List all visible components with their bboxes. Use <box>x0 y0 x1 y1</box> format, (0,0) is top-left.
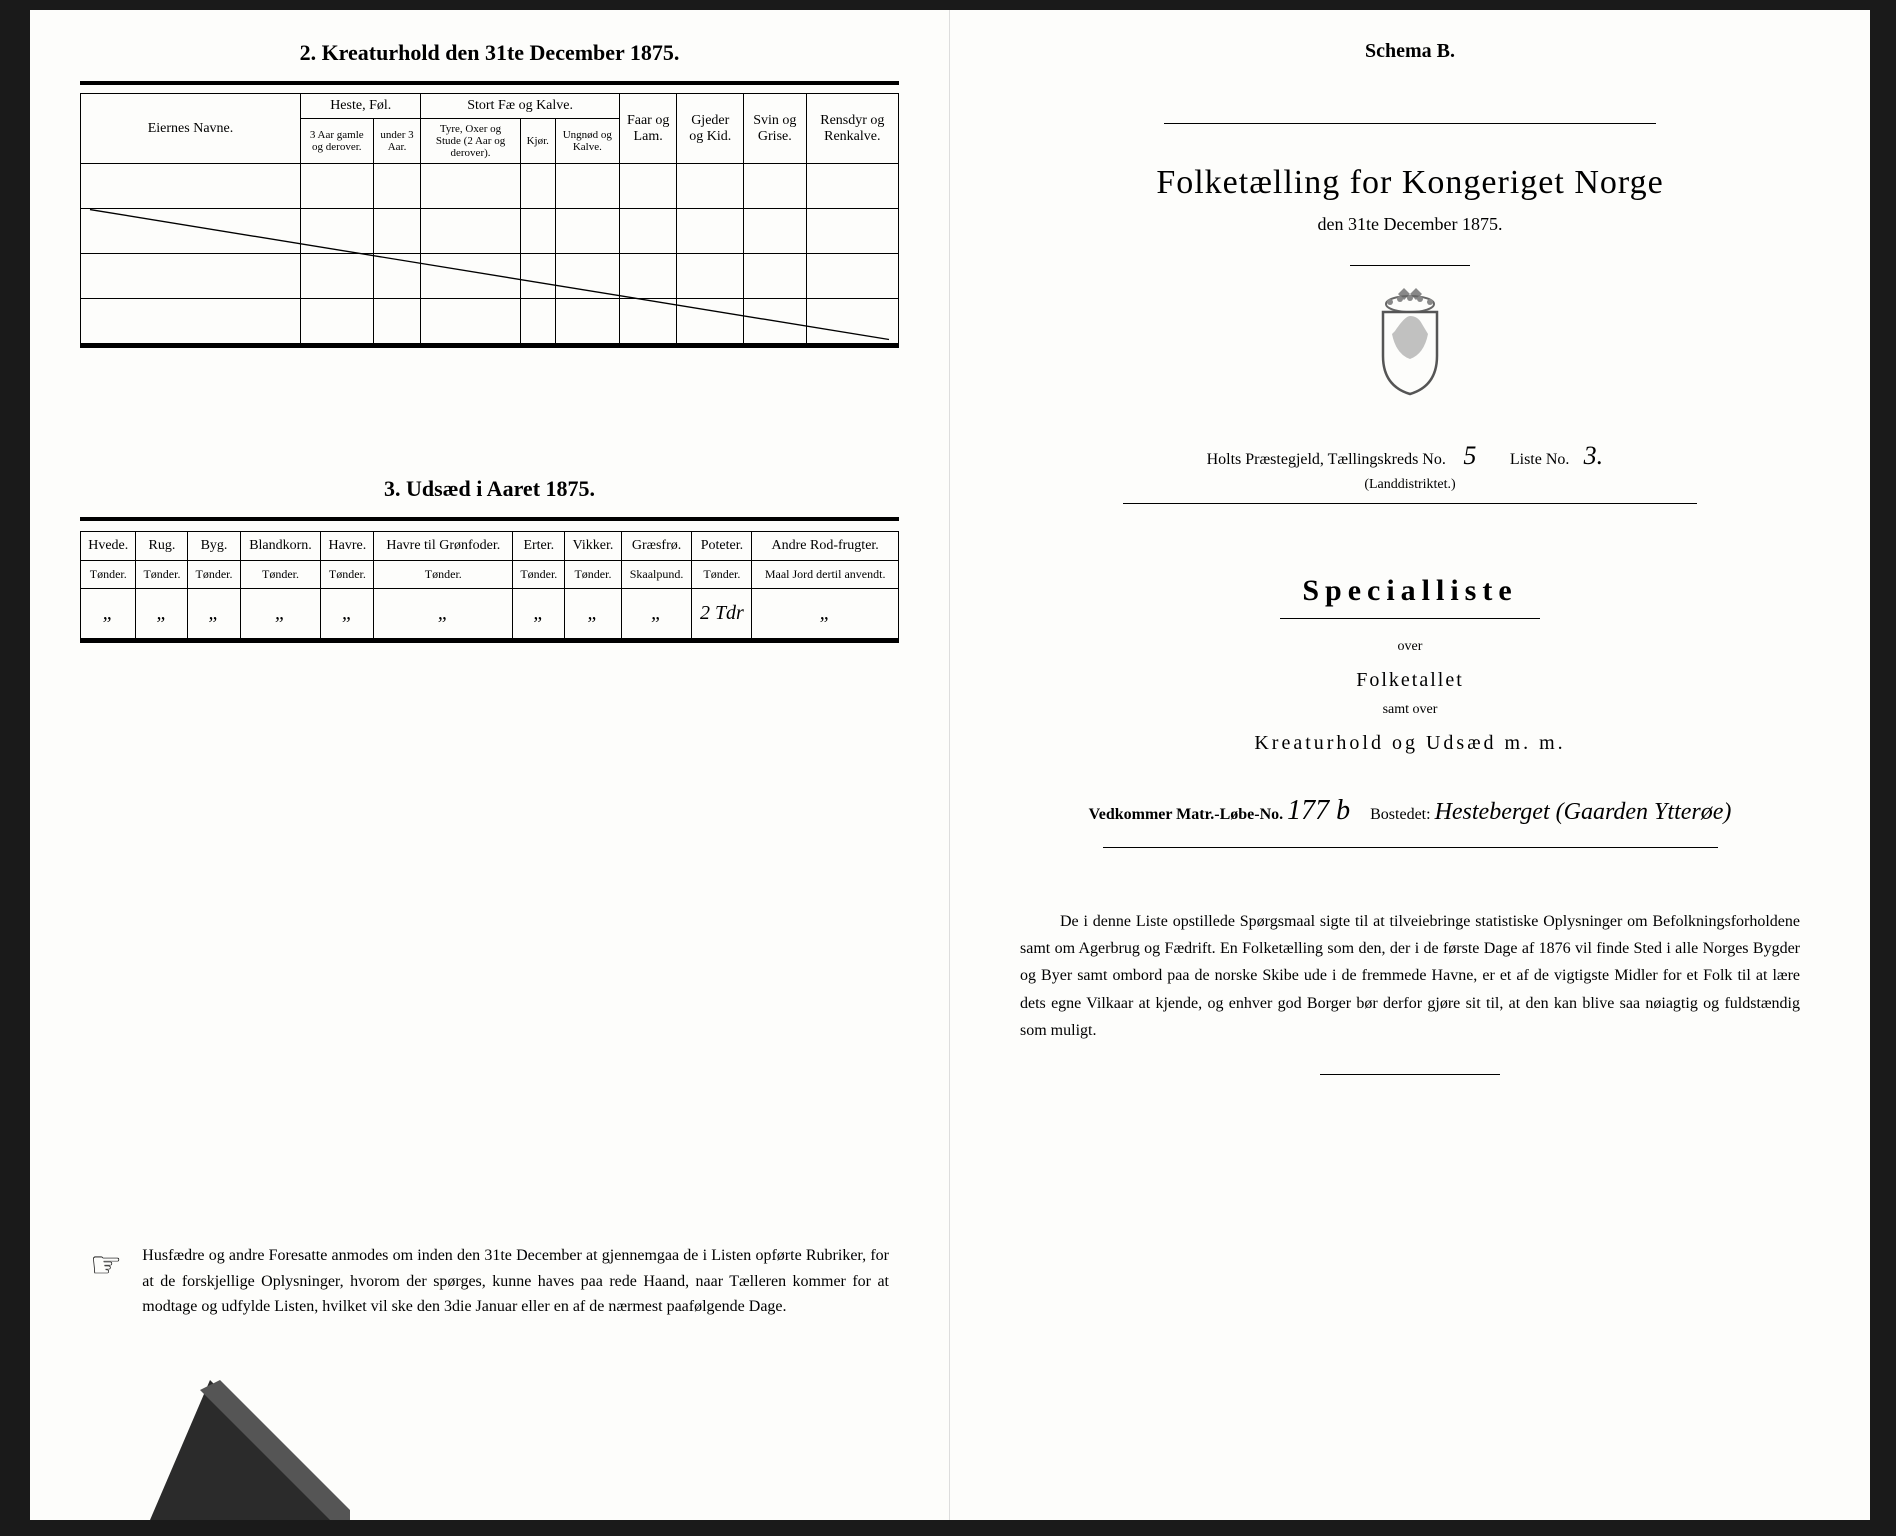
liste-no: 3. <box>1573 441 1613 471</box>
td: „ <box>81 589 136 639</box>
th: Rug. <box>136 532 188 561</box>
th-heste2: under 3 Aar. <box>373 119 421 164</box>
parish-line: Holts Præstegjeld, Tællingskreds No. 5 L… <box>1000 441 1820 471</box>
sub-date: den 31te December 1875. <box>1000 214 1820 235</box>
matr-label: Vedkommer Matr.-Løbe-No. <box>1089 806 1284 823</box>
intro-paragraph: De i denne Liste opstillede Spørgsmaal s… <box>1000 908 1820 1044</box>
table-row <box>81 254 899 299</box>
over-label: over <box>1000 639 1820 655</box>
th: Blandkorn. <box>240 532 321 561</box>
rule <box>80 344 899 348</box>
th: Tønder. <box>81 561 136 589</box>
footer-text: Husfædre og andre Foresatte anmodes om i… <box>142 1243 889 1320</box>
main-title: Folketælling for Kongeriget Norge <box>1000 164 1820 202</box>
samt-label: samt over <box>1000 702 1820 718</box>
matr-no: 177 b <box>1287 795 1350 827</box>
th-heste1: 3 Aar gamle og derover. <box>301 119 374 164</box>
td: „ <box>240 589 321 639</box>
kreds-no: 5 <box>1450 441 1490 471</box>
th: Havre til Grønfoder. <box>374 532 513 561</box>
udsaed-units: Tønder. Tønder. Tønder. Tønder. Tønder. … <box>81 561 899 589</box>
td: „ <box>188 589 240 639</box>
rule <box>1320 1074 1500 1075</box>
specialliste-title: Specialliste <box>1000 574 1820 608</box>
schema-label: Schema B. <box>1000 40 1820 63</box>
rule <box>1280 618 1540 619</box>
pointing-hand-icon: ☞ <box>90 1247 122 1283</box>
parish-sub: (Landdistriktet.) <box>1000 477 1820 493</box>
matr-line: Vedkommer Matr.-Løbe-No. 177 b Bostedet:… <box>1000 795 1820 827</box>
td: „ <box>752 589 899 639</box>
th: Andre Rod-frugter. <box>752 532 899 561</box>
th: Skaalpund. <box>621 561 692 589</box>
th: Tønder. <box>565 561 621 589</box>
th: Vikker. <box>565 532 621 561</box>
udsaed-values: „ „ „ „ „ „ „ „ „ 2 Tdr „ <box>81 589 899 639</box>
th: Hvede. <box>81 532 136 561</box>
udsaed-headers: Hvede. Rug. Byg. Blandkorn. Havre. Havre… <box>81 532 899 561</box>
pen-shadow <box>150 1380 350 1520</box>
parish-prefix: Holts Præstegjeld, Tællingskreds No. <box>1207 451 1446 468</box>
td: „ <box>374 589 513 639</box>
th: Tønder. <box>136 561 188 589</box>
th: Tønder. <box>513 561 565 589</box>
th-heste: Heste, Føl. <box>301 94 421 119</box>
bosted-value: Hesteberget (Gaarden Ytterøe) <box>1435 799 1732 826</box>
footer-note: ☞ Husfædre og andre Foresatte anmodes om… <box>90 1243 889 1320</box>
th: Byg. <box>188 532 240 561</box>
right-page: Schema B. Folketælling for Kongeriget No… <box>950 10 1870 1520</box>
td: 2 Tdr <box>692 589 752 639</box>
th: Havre. <box>321 532 374 561</box>
th: Maal Jord dertil anvendt. <box>752 561 899 589</box>
table-row <box>81 209 899 254</box>
table-row <box>81 299 899 344</box>
bosted-label: Bostedet: <box>1370 806 1430 823</box>
th-stort2: Kjør. <box>520 119 555 164</box>
kreatur-label: Kreaturhold og Udsæd m. m. <box>1000 732 1820 755</box>
th: Tønder. <box>240 561 321 589</box>
coat-of-arms-icon <box>1000 286 1820 401</box>
td: „ <box>321 589 374 639</box>
th: Poteter. <box>692 532 752 561</box>
th: Tønder. <box>321 561 374 589</box>
th-svin: Svin og Grise. <box>744 94 807 164</box>
rule <box>1123 503 1697 504</box>
th: Græsfrø. <box>621 532 692 561</box>
td: „ <box>621 589 692 639</box>
th-stort1: Tyre, Oxer og Stude (2 Aar og derover). <box>421 119 520 164</box>
th: Tønder. <box>692 561 752 589</box>
th-gjeder: Gjeder og Kid. <box>677 94 744 164</box>
th: Erter. <box>513 532 565 561</box>
left-page: 2. Kreaturhold den 31te December 1875. E… <box>30 10 950 1520</box>
rule <box>80 639 899 643</box>
rule <box>1350 265 1470 266</box>
th-faar: Faar og Lam. <box>619 94 677 164</box>
udsaed-table: Hvede. Rug. Byg. Blandkorn. Havre. Havre… <box>80 531 899 639</box>
td: „ <box>136 589 188 639</box>
th-stort3: Ungnød og Kalve. <box>555 119 619 164</box>
section3-title: 3. Udsæd i Aaret 1875. <box>80 476 899 502</box>
th-ren: Rensdyr og Renkalve. <box>806 94 898 164</box>
th-stort: Stort Fæ og Kalve. <box>421 94 619 119</box>
th: Tønder. <box>374 561 513 589</box>
table-row <box>81 164 899 209</box>
kreatur-table-wrap: Eiernes Navne. Heste, Føl. Stort Fæ og K… <box>80 93 899 344</box>
th-eier: Eiernes Navne. <box>81 94 301 164</box>
td: „ <box>513 589 565 639</box>
th: Tønder. <box>188 561 240 589</box>
kreatur-table: Eiernes Navne. Heste, Føl. Stort Fæ og K… <box>80 93 899 344</box>
section2-title: 2. Kreaturhold den 31te December 1875. <box>80 40 899 66</box>
liste-label: Liste No. <box>1510 451 1570 468</box>
folketallet-label: Folketallet <box>1000 669 1820 692</box>
rule <box>80 81 899 85</box>
page-spread: 2. Kreaturhold den 31te December 1875. E… <box>30 10 1870 1520</box>
rule <box>80 517 899 521</box>
td: „ <box>565 589 621 639</box>
rule <box>1103 847 1718 848</box>
rule <box>1164 123 1656 124</box>
